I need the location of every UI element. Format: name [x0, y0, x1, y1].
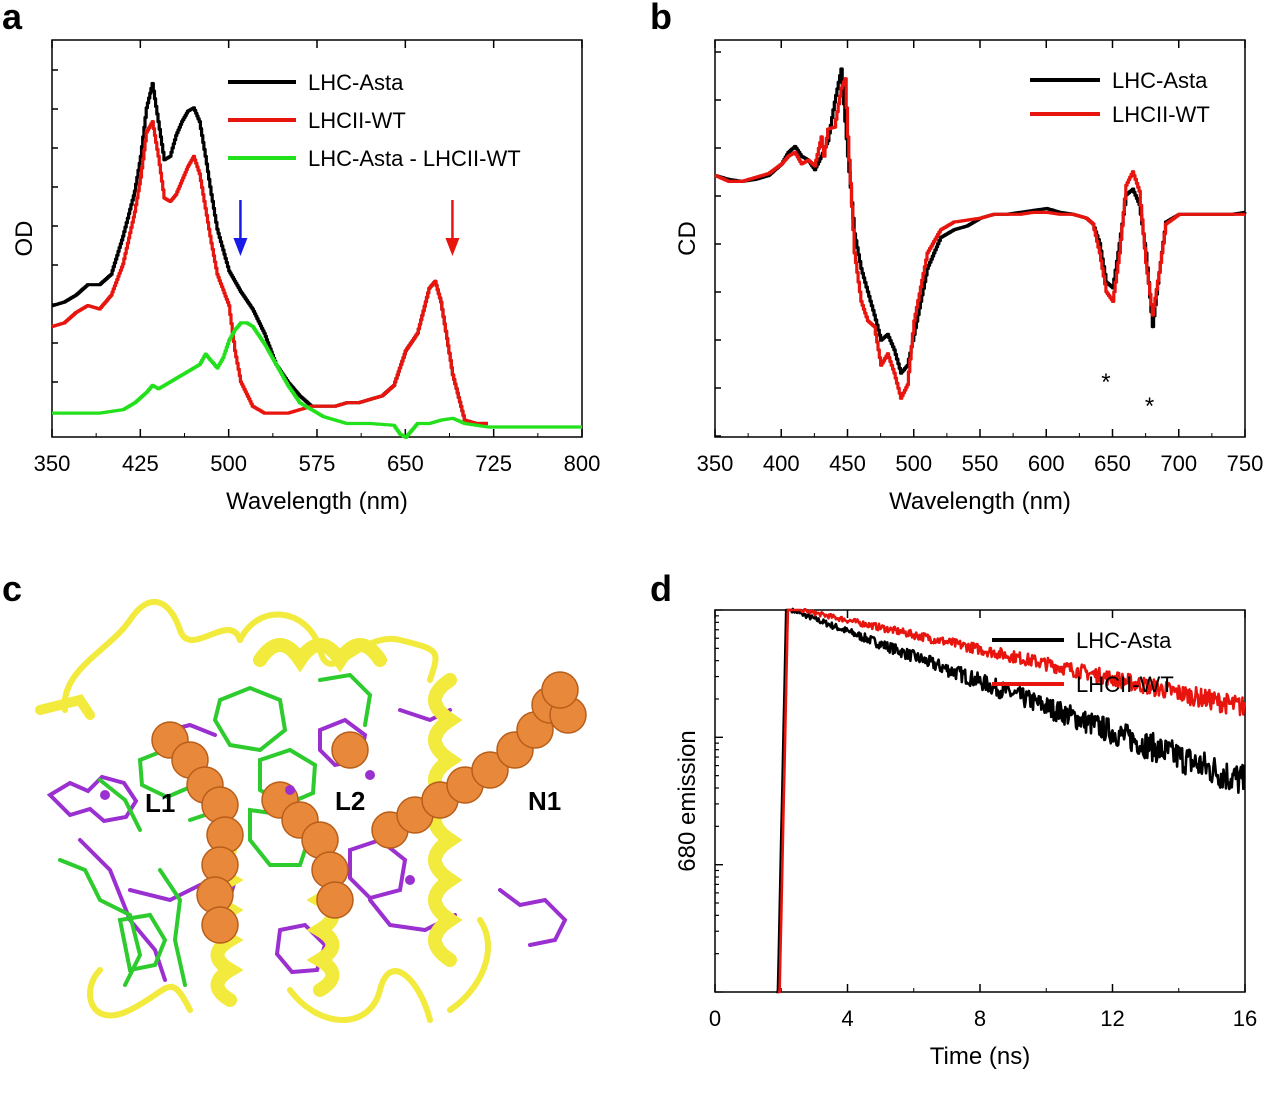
- panel-label-b: b: [650, 0, 672, 37]
- panel-label-d: d: [650, 568, 672, 609]
- x-axis-label: Wavelength (nm): [226, 488, 408, 515]
- series-line: [51, 321, 583, 439]
- x-tick-label: 600: [1028, 451, 1065, 476]
- annotation-star: *: [1145, 393, 1154, 420]
- series-line: [51, 120, 489, 426]
- legend-entry: LHC-Asta - LHCII-WT: [308, 146, 521, 171]
- legend-entry: LHC-Asta: [1112, 68, 1208, 93]
- decay-trace: [775, 607, 1246, 994]
- chart-d: 0 4 8 12 16 Time (ns) 680 emission LHC-Asta LHCI…: [674, 607, 1257, 1070]
- decay-trace: [777, 608, 1246, 994]
- protein-structure-image: L1 L2 N1: [35, 598, 587, 1023]
- plot-frame: [51, 39, 583, 438]
- chart-b: 350 400 450 500 550 600 650 700 750 Wavelength (n…: [674, 39, 1264, 515]
- annotation-star: *: [1101, 369, 1110, 396]
- x-tick-label: 750: [1227, 451, 1264, 476]
- series-line: [714, 77, 1246, 400]
- chart-a: 350 425 500 575 650 725 800 Wavelength (nm) OD LH…: [11, 39, 601, 515]
- x-tick-label: 575: [299, 451, 336, 476]
- x-tick-label: 400: [763, 451, 800, 476]
- x-tick-label: 725: [475, 451, 512, 476]
- x-tick-label: 16: [1233, 1006, 1257, 1031]
- x-tick-label: 0: [709, 1006, 721, 1031]
- y-axis-label: 680 emission: [674, 730, 701, 871]
- x-tick-label: 425: [122, 451, 159, 476]
- x-tick-label: 350: [697, 451, 734, 476]
- x-tick-label: 650: [387, 451, 424, 476]
- x-axis-label: Time (ns): [930, 1043, 1030, 1070]
- legend-entry: LHC-Asta: [1076, 628, 1172, 653]
- x-tick-label: 350: [34, 451, 71, 476]
- arrow-head: [445, 238, 460, 256]
- plot-frame: [714, 609, 1246, 993]
- x-tick-label: 8: [974, 1006, 986, 1031]
- panel-label-a: a: [2, 0, 23, 37]
- x-tick-label: 700: [1160, 451, 1197, 476]
- x-tick-label: 12: [1100, 1006, 1124, 1031]
- purple-metal-atoms: [100, 770, 415, 885]
- legend-entry: LHCII-WT: [1112, 102, 1210, 127]
- panel-label-c: c: [2, 568, 23, 609]
- x-tick-label: 450: [829, 451, 866, 476]
- y-axis-label: OD: [11, 221, 38, 257]
- x-tick-label: 500: [895, 451, 932, 476]
- x-tick-label: 800: [564, 451, 601, 476]
- y-axis-label: CD: [674, 221, 701, 256]
- x-tick-label: 4: [841, 1006, 853, 1031]
- x-axis-label: Wavelength (nm): [889, 488, 1071, 515]
- legend-entry: LHC-Asta: [308, 70, 404, 95]
- legend-entry: LHCII-WT: [308, 108, 406, 133]
- series-line: [714, 67, 1247, 375]
- x-tick-label: 550: [962, 451, 999, 476]
- series-line: [51, 81, 489, 426]
- x-tick-label: 650: [1094, 451, 1131, 476]
- orange-carotenoid-spheres: [151, 671, 587, 944]
- structure-label-l1: L1: [145, 788, 175, 818]
- x-tick-label: 500: [210, 451, 247, 476]
- structure-label-n1: N1: [528, 786, 561, 816]
- green-stick-pigments: [58, 672, 373, 987]
- structure-label-l2: L2: [335, 786, 365, 816]
- arrow-head: [233, 238, 248, 256]
- legend-entry: LHCII-WT: [1076, 672, 1174, 697]
